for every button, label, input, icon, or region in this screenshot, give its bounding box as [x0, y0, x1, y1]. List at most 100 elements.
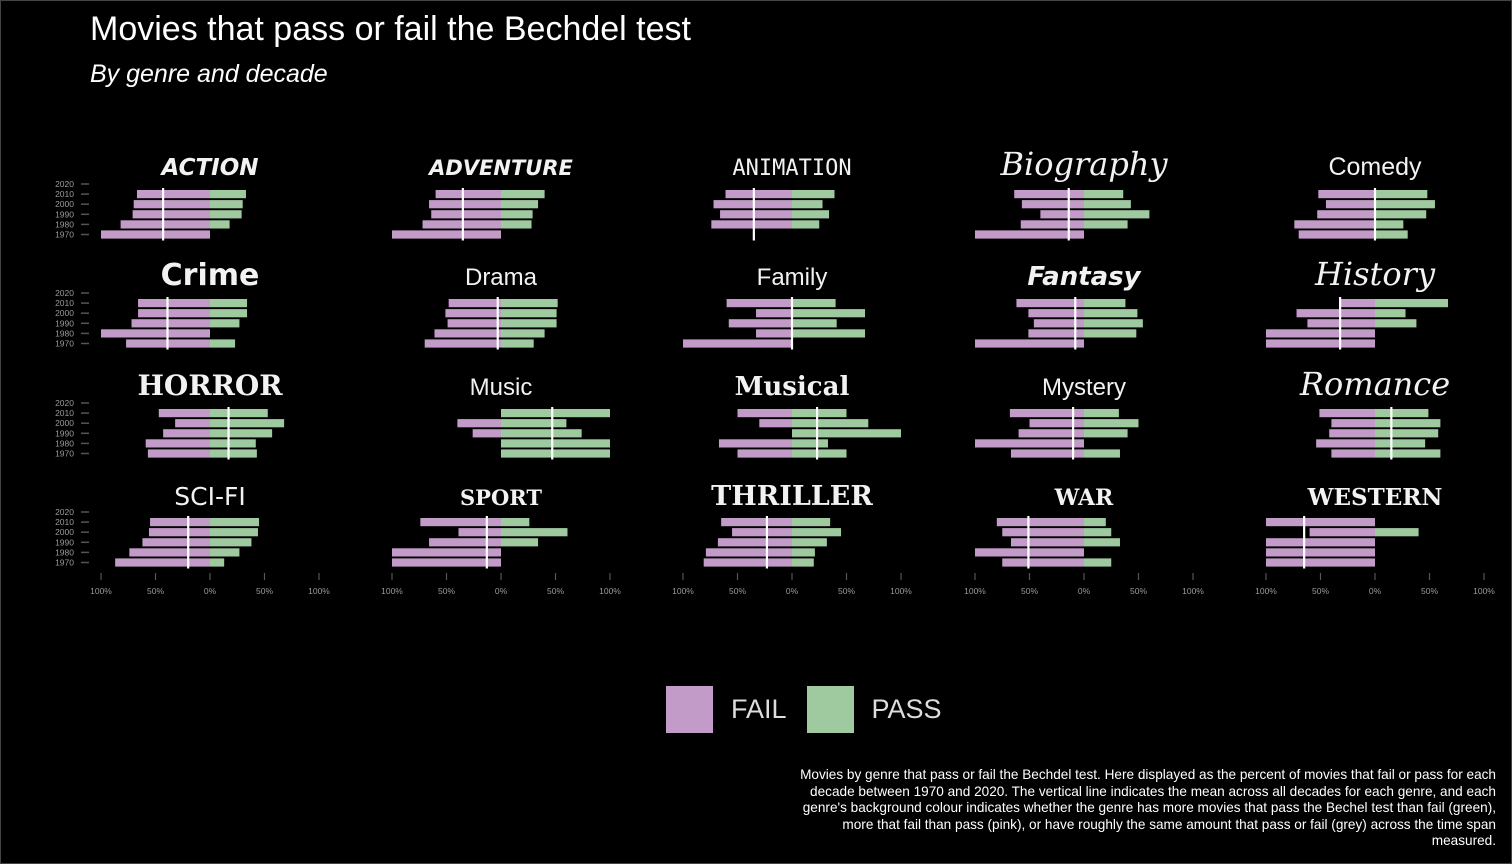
bar-fail-war-2000 [1002, 528, 1084, 537]
bar-fail-family-1970 [683, 339, 792, 348]
bar-pass-war-2010 [1084, 518, 1106, 527]
bar-pass-romance-1970 [1375, 449, 1441, 458]
bar-fail-horror-2000 [175, 419, 210, 428]
x-tick-label-western-2: 0% [1369, 586, 1382, 596]
bar-fail-romance-1970 [1331, 449, 1375, 458]
panel-title-animation: ANIMATION [732, 156, 851, 181]
bar-fail-romance-2000 [1331, 419, 1375, 428]
bar-pass-history-2010 [1375, 299, 1449, 308]
bar-fail-crime-2000 [138, 309, 210, 318]
bar-pass-music-2000 [501, 419, 567, 428]
bar-fail-history-2010 [1339, 299, 1375, 308]
bar-pass-music-1980 [501, 439, 610, 448]
bar-fail-biography-2010 [1014, 190, 1084, 199]
bar-pass-sport-1990 [501, 538, 539, 547]
x-tick-label-war-0: 100% [964, 586, 986, 596]
y-tick-label-2020: 2020 [55, 288, 74, 298]
bar-fail-action-1970 [101, 230, 210, 239]
bar-fail-horror-1970 [147, 449, 210, 458]
x-tick-label-thriller-0: 100% [672, 586, 694, 596]
bar-pass-drama-1990 [501, 319, 557, 328]
bar-fail-war-2010 [996, 518, 1084, 527]
bar-pass-sci-fi-1970 [210, 558, 225, 567]
bar-pass-adventure-2000 [501, 200, 539, 209]
x-tick-label-thriller-1: 50% [729, 586, 746, 596]
bar-pass-sci-fi-2010 [210, 518, 260, 527]
bar-fail-western-1970 [1266, 558, 1375, 567]
panel-title-sport: SPORT [460, 485, 542, 510]
x-tick-label-western-3: 50% [1421, 586, 1438, 596]
y-tick-label-1970: 1970 [55, 339, 74, 349]
y-tick-label-2020: 2020 [55, 179, 74, 189]
bar-fail-history-2000 [1296, 309, 1375, 318]
bar-fail-musical-2010 [737, 409, 792, 418]
bar-fail-comedy-1970 [1298, 230, 1375, 239]
bar-pass-animation-2000 [792, 200, 823, 209]
panel-title-romance: Romance [1299, 365, 1450, 403]
bar-pass-thriller-2000 [792, 528, 842, 537]
bar-fail-war-1990 [1010, 538, 1084, 547]
panel-title-western: WESTERN [1307, 484, 1443, 511]
bar-fail-animation-1990 [720, 210, 792, 219]
y-tick-label-1970: 1970 [55, 449, 74, 459]
bar-fail-thriller-1990 [717, 538, 792, 547]
bar-fail-mystery-1980 [975, 439, 1084, 448]
bar-fail-musical-1970 [737, 449, 792, 458]
bar-pass-drama-2000 [501, 309, 557, 318]
panel-title-action: ACTION [159, 155, 258, 181]
bar-fail-drama-1970 [424, 339, 501, 348]
bar-pass-romance-2000 [1375, 419, 1441, 428]
bar-pass-horror-1990 [210, 429, 273, 438]
y-tick-label-1980: 1980 [55, 219, 74, 229]
y-tick-label-2000: 2000 [55, 308, 74, 318]
x-tick-label-sci-fi-4: 100% [308, 586, 330, 596]
bar-fail-sci-fi-2000 [148, 528, 210, 537]
y-tick-label-2010: 2010 [55, 298, 74, 308]
x-tick-label-war-3: 50% [1130, 586, 1147, 596]
panel-title-crime: Crime [161, 258, 260, 293]
bar-pass-adventure-1990 [501, 210, 533, 219]
bar-fail-romance-2010 [1319, 409, 1375, 418]
bar-fail-family-1990 [728, 319, 792, 328]
bar-pass-western-2000 [1375, 528, 1419, 537]
x-tick-label-western-0: 100% [1255, 586, 1277, 596]
bar-pass-war-1970 [1084, 558, 1112, 567]
y-tick-label-1980: 1980 [55, 438, 74, 448]
bar-pass-biography-1990 [1084, 210, 1150, 219]
bar-fail-romance-1980 [1316, 439, 1375, 448]
y-tick-label-1990: 1990 [55, 209, 74, 219]
bar-fail-thriller-2000 [732, 528, 792, 537]
bar-pass-horror-2010 [210, 409, 268, 418]
bar-fail-thriller-1970 [703, 558, 792, 567]
bar-fail-music-2000 [457, 419, 501, 428]
bar-fail-romance-1990 [1329, 429, 1375, 438]
panel-title-musical: Musical [735, 372, 850, 402]
bar-pass-action-1990 [210, 210, 242, 219]
bar-fail-animation-1980 [711, 220, 792, 229]
bar-fail-comedy-2000 [1325, 200, 1375, 209]
bar-fail-biography-1990 [1040, 210, 1084, 219]
bar-pass-mystery-2000 [1084, 419, 1139, 428]
y-tick-label-2000: 2000 [55, 199, 74, 209]
y-tick-label-1970: 1970 [55, 558, 74, 568]
bar-pass-horror-1980 [210, 439, 256, 448]
bar-fail-sport-2010 [420, 518, 501, 527]
y-tick-label-1990: 1990 [55, 318, 74, 328]
bar-pass-animation-1990 [792, 210, 830, 219]
bar-fail-animation-2010 [725, 190, 792, 199]
bar-fail-fantasy-2010 [1016, 299, 1084, 308]
y-tick-label-1990: 1990 [55, 428, 74, 438]
panel-title-fantasy: Fantasy [1027, 262, 1141, 292]
legend: FAIL PASS [666, 686, 962, 733]
bar-pass-music-1990 [501, 429, 582, 438]
bar-pass-romance-1980 [1375, 439, 1426, 448]
legend-swatch-pass [806, 686, 854, 733]
bar-fail-drama-2010 [448, 299, 501, 308]
bar-pass-thriller-1980 [792, 548, 815, 557]
bar-fail-adventure-1970 [392, 230, 501, 239]
bar-pass-comedy-1980 [1375, 220, 1404, 229]
x-tick-label-thriller-2: 0% [786, 586, 799, 596]
bar-pass-sci-fi-1980 [210, 548, 240, 557]
panel-title-adventure: ADVENTURE [427, 156, 573, 180]
x-tick-label-sport-4: 100% [599, 586, 621, 596]
